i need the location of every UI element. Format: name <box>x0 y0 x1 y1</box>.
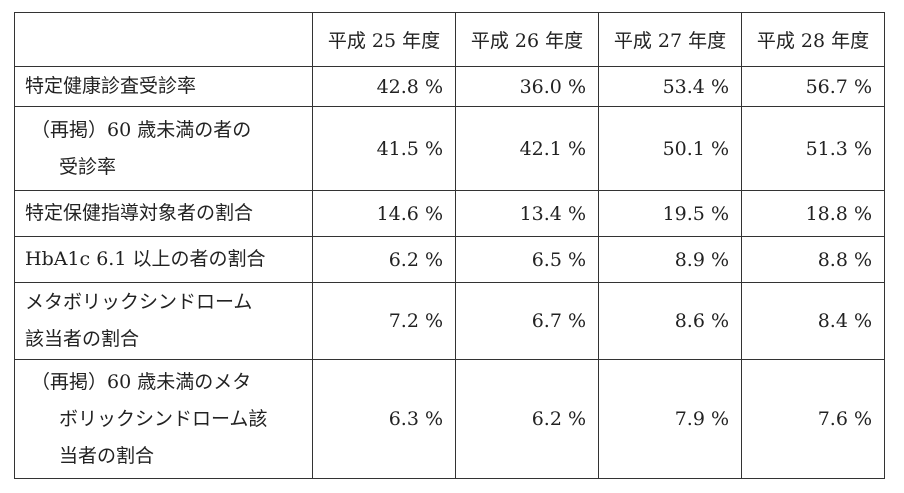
value-cell: 6.5 % <box>455 236 599 283</box>
value-cell: 42.1 % <box>455 106 599 191</box>
label-line: ボリックシンドローム該 <box>59 407 268 430</box>
table-row: 特定保健指導対象者の割合 14.6 % 13.4 % 19.5 % 18.8 % <box>14 190 885 237</box>
label-line: 該当者の割合 <box>25 328 140 350</box>
table-body: 特定健康診査受診率 42.8 % 36.0 % 53.4 % 56.7 % （再掲）60 … <box>14 66 885 479</box>
value-cell: 6.2 % <box>312 236 456 283</box>
value-cell: 6.3 % <box>312 359 456 479</box>
row-label: （再掲）60 歳未満のメタボリックシンドローム該 当者の割合 <box>14 359 313 479</box>
column-header: 平成 27 年度 <box>598 12 742 67</box>
value-cell: 14.6 % <box>312 190 456 237</box>
value-cell: 6.2 % <box>455 359 599 479</box>
value-cell: 8.6 % <box>598 282 742 360</box>
label-line: （再掲）60 歳未満のメタ <box>31 370 252 393</box>
value-cell: 56.7 % <box>741 66 885 107</box>
value-cell: 13.4 % <box>455 190 599 237</box>
row-label: 特定健康診査受診率 <box>14 66 313 107</box>
value-cell: 7.2 % <box>312 282 456 360</box>
row-label: 特定保健指導対象者の割合 <box>14 190 313 237</box>
value-cell: 50.1 % <box>598 106 742 191</box>
value-cell: 6.7 % <box>455 282 599 360</box>
value-cell: 7.6 % <box>741 359 885 479</box>
header-row: 平成 25 年度 平成 26 年度 平成 27 年度 平成 28 年度 <box>14 12 885 67</box>
table-row: 特定健康診査受診率 42.8 % 36.0 % 53.4 % 56.7 % <box>14 66 885 107</box>
row-label: （再掲）60 歳未満の者の受診率 <box>14 106 313 191</box>
value-cell: 18.8 % <box>741 190 885 237</box>
label-line: 特定健康診査受診率 <box>25 75 197 97</box>
column-header: 平成 28 年度 <box>741 12 885 67</box>
corner-cell <box>14 12 313 67</box>
value-cell: 8.8 % <box>741 236 885 283</box>
table-row: HbA1c 6.1 以上の者の割合 6.2 % 6.5 % 8.9 % 8.8 % <box>14 236 885 283</box>
value-cell: 8.4 % <box>741 282 885 360</box>
value-cell: 7.9 % <box>598 359 742 479</box>
label-line: 特定保健指導対象者の割合 <box>25 202 254 224</box>
label-line: （再掲）60 歳未満の者の <box>31 118 252 141</box>
value-cell: 8.9 % <box>598 236 742 283</box>
label-line: 当者の割合 <box>59 444 155 467</box>
column-header: 平成 26 年度 <box>455 12 599 67</box>
value-cell: 36.0 % <box>455 66 599 107</box>
table-row: （再掲）60 歳未満のメタ ボリックシンドローム該 当者の割合 6.3 % 6.2 % 7… <box>14 359 885 479</box>
data-table: 平成 25 年度 平成 26 年度 平成 27 年度 平成 28 年度 特定健康診査受… <box>14 12 885 479</box>
table-row: メタボリックシンドローム 該当者の割合 7.2 % 6.7 % 8.6 % 8.4 % <box>14 282 885 360</box>
value-cell: 53.4 % <box>598 66 742 107</box>
label-line: HbA1c 6.1 以上の者の割合 <box>25 248 266 270</box>
value-cell: 42.8 % <box>312 66 456 107</box>
value-cell: 19.5 % <box>598 190 742 237</box>
label-line: 受診率 <box>59 155 117 178</box>
value-cell: 51.3 % <box>741 106 885 191</box>
value-cell: 41.5 % <box>312 106 456 191</box>
table-row: （再掲）60 歳未満の者の 受診率 41.5 % 42.1 % 50.1 % 51.3 % <box>14 106 885 191</box>
label-line: メタボリックシンドローム <box>25 291 253 313</box>
row-label: HbA1c 6.1 以上の者の割合 <box>14 236 313 283</box>
column-header: 平成 25 年度 <box>312 12 456 67</box>
row-label: メタボリックシンドローム 該当者の割合 <box>14 282 313 360</box>
